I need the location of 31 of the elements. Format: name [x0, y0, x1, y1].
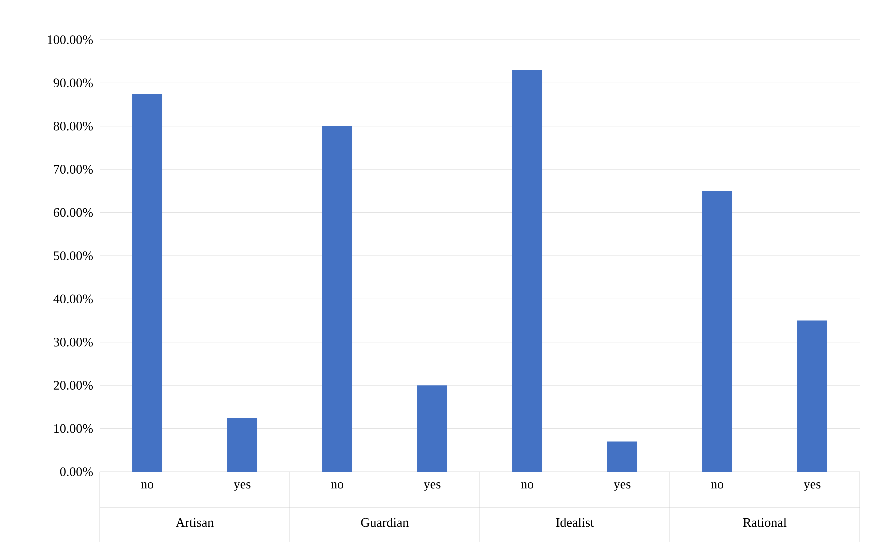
- bar: [228, 418, 258, 472]
- y-tick-label: 70.00%: [54, 165, 94, 174]
- text: Artisan: [176, 518, 214, 528]
- y-tick-label: 50.00%: [54, 252, 94, 260]
- x-tick-label: no: [521, 482, 534, 489]
- x-tick-label: no: [141, 482, 154, 489]
- bar: [322, 126, 353, 472]
- bar: [608, 442, 638, 472]
- y-tick-label: 30.00%: [54, 338, 94, 347]
- bar: [798, 320, 828, 472]
- x-tick-label: yes: [614, 482, 631, 492]
- x-tick-label: no: [331, 482, 344, 489]
- y-tick-label: 80.00%: [54, 122, 94, 131]
- y-tick-label: 20.00%: [54, 381, 94, 390]
- x-tick-label: yes: [804, 482, 821, 492]
- bar: [512, 70, 543, 472]
- bar: [702, 191, 733, 472]
- text: Guardian: [361, 518, 409, 528]
- y-tick-label: 0.00%: [60, 468, 94, 476]
- y-tick-label: 60.00%: [54, 208, 94, 218]
- text: Rational: [743, 518, 787, 528]
- y-tick-label: 100.00%: [48, 36, 94, 44]
- x-tick-label: yes: [234, 482, 251, 492]
- y-tick-label: 40.00%: [54, 294, 94, 304]
- y-tick-label: 90.00%: [54, 78, 94, 88]
- x-tick-label: no: [711, 482, 724, 489]
- x-tick-label: yes: [424, 482, 441, 492]
- y-tick-label: 10.00%: [54, 424, 94, 434]
- text: Idealist: [556, 518, 594, 528]
- bar: [418, 386, 448, 472]
- bar: [132, 94, 163, 472]
